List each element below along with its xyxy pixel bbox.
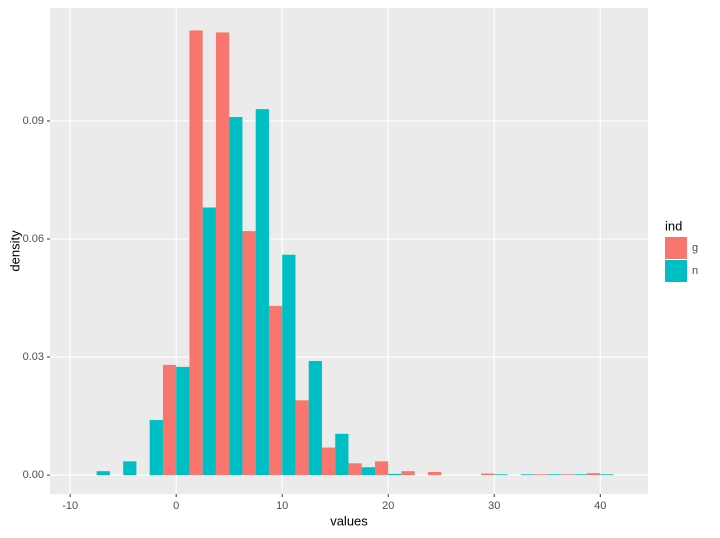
legend-label: g [692,242,698,254]
bar [308,360,322,476]
legend-label: n [692,265,698,277]
legend-key [665,260,687,282]
bar [374,461,389,476]
y-axis-label: density [7,230,22,272]
bar [229,117,243,476]
legend-key [665,237,687,259]
bar [242,231,256,476]
bar [361,467,375,476]
bar [202,207,216,476]
x-tick-label: -10 [62,500,78,512]
bar [401,471,415,476]
bar [600,474,614,476]
x-axis-label: values [330,513,368,528]
bar [268,305,283,476]
x-tick-label: 10 [276,500,288,512]
bar [215,32,230,476]
bar [587,473,601,476]
bar [520,474,535,476]
bar [189,30,203,476]
bar [162,364,177,476]
y-tick-label: 0.00 [23,469,44,481]
x-tick-label: 30 [488,500,500,512]
bar [176,366,190,476]
bar [255,109,269,476]
bar [335,433,349,476]
bar [282,254,296,476]
bar [295,400,309,476]
bar [348,463,362,476]
bar [123,461,137,476]
bar [560,474,574,476]
bar [149,420,163,476]
bar [96,471,110,476]
legend-title: ind [665,218,682,233]
y-tick-label: 0.03 [23,351,44,363]
bar [388,473,402,476]
x-tick-label: 40 [594,500,606,512]
y-tick-label: 0.06 [23,233,44,245]
bar [534,474,548,476]
bar [494,474,508,476]
bar [573,474,588,476]
x-tick-label: 20 [382,500,394,512]
y-tick-label: 0.09 [23,115,44,127]
bar [481,473,495,476]
bar [321,447,336,476]
bar [427,471,442,476]
bar [547,474,561,476]
panel [50,8,648,494]
x-tick-label: 0 [173,500,179,512]
